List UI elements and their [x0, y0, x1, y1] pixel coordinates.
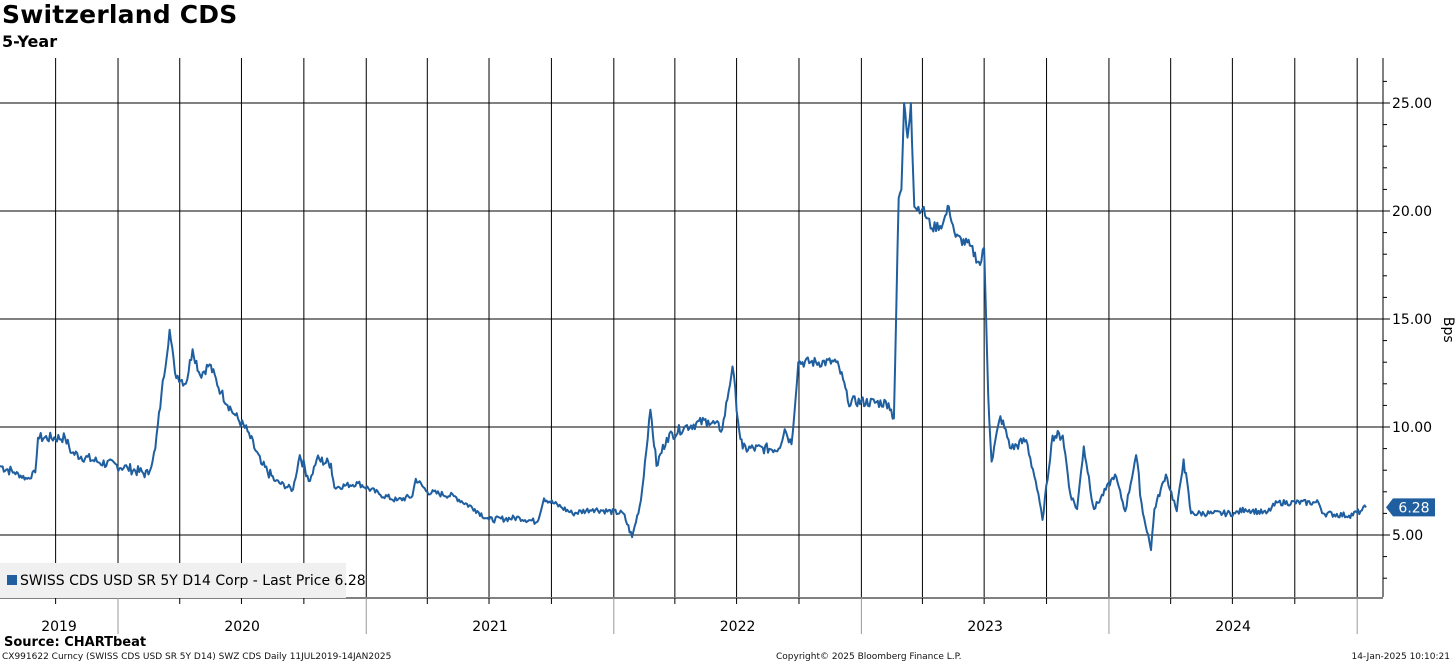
y-tick-label: 10.00	[1392, 420, 1432, 436]
axis-layer: 25.00 20.00 15.00 10.00 5.00 Bps 2019 2020 2021 2…	[0, 58, 1456, 635]
y-tick-label: 5.00	[1392, 528, 1423, 544]
source-note: Source: CHARTbeat	[4, 635, 147, 650]
last-price-value: 6.28	[1398, 500, 1429, 516]
x-year-label: 2021	[472, 619, 508, 635]
legend-label: SWISS CDS USD SR 5Y D14 Corp - Last Pric…	[20, 573, 366, 589]
legend-swatch	[7, 575, 17, 585]
legend-layer: SWISS CDS USD SR 5Y D14 Corp - Last Pric…	[0, 563, 366, 598]
y-tick-label: 25.00	[1392, 96, 1432, 112]
legend-box	[0, 563, 346, 598]
x-year-label: 2020	[224, 619, 260, 635]
series-layer: 6.28	[0, 102, 1435, 552]
grid-layer	[0, 58, 1383, 597]
x-year-label: 2024	[1215, 619, 1251, 635]
chart-subtitle: 5-Year	[2, 32, 58, 51]
y-tick-label: 15.00	[1392, 312, 1432, 328]
chart-title: Switzerland CDS	[2, 0, 238, 29]
footer-copyright: Copyright© 2025 Bloomberg Finance L.P.	[776, 652, 962, 662]
x-year-label: 2019	[41, 619, 77, 635]
x-year-label: 2023	[967, 619, 1003, 635]
footer-ticker-info: CX991622 Curncy (SWISS CDS USD SR 5Y D14…	[2, 652, 392, 662]
y-tick-label: 20.00	[1392, 204, 1432, 220]
last-price-badge	[1386, 498, 1435, 517]
y-axis-title: Bps	[1440, 317, 1456, 343]
last-price-tag: 6.28	[1386, 498, 1435, 517]
series-line	[0, 102, 1367, 552]
x-year-label: 2022	[720, 619, 756, 635]
footer-timestamp: 14-Jan-2025 10:10:21	[1351, 652, 1450, 662]
